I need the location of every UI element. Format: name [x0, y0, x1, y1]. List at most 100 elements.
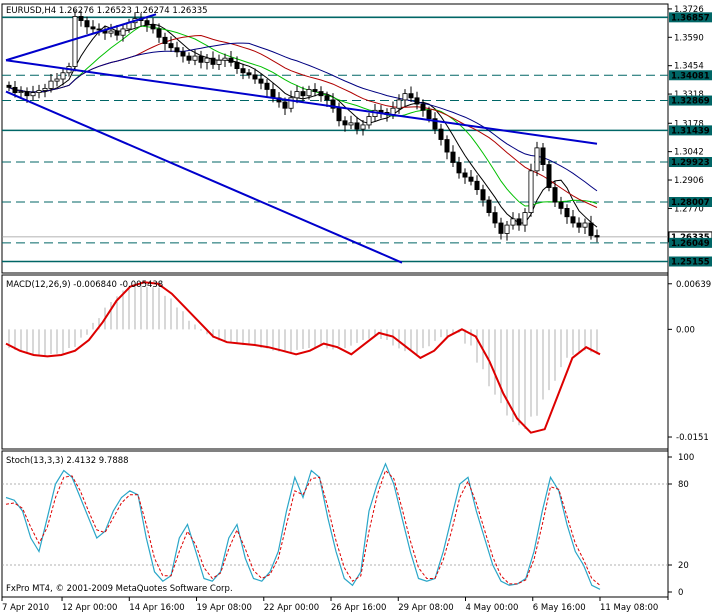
candle-body — [114, 30, 120, 36]
candle — [30, 85, 36, 101]
price-tag — [669, 196, 712, 207]
candle — [408, 86, 414, 102]
candle-body — [582, 222, 588, 228]
candle-body — [576, 222, 582, 228]
candle-body — [360, 124, 366, 130]
candle — [210, 51, 216, 69]
candle-body — [282, 101, 288, 109]
candle-body — [288, 97, 294, 109]
candle — [480, 184, 486, 207]
candle — [492, 206, 498, 228]
candle — [270, 82, 276, 103]
candle — [516, 213, 522, 231]
time-tick-label: 6 May 16:00 — [533, 603, 586, 613]
candle-body — [444, 139, 450, 153]
candle — [240, 63, 246, 80]
candle — [522, 208, 528, 232]
candle-body — [558, 201, 564, 209]
candle-body — [474, 180, 480, 191]
candle — [6, 81, 12, 92]
macd-tick-label: 0.00639 — [676, 280, 711, 290]
candle — [216, 54, 222, 71]
time-tick-label: 26 Apr 16:00 — [331, 603, 386, 613]
candle — [264, 79, 270, 97]
price-tag-label: 1.36857 — [671, 13, 710, 23]
price-tag-label: 1.28007 — [671, 198, 710, 208]
candle — [318, 86, 324, 102]
candle — [456, 156, 462, 179]
candle-body — [588, 222, 594, 236]
candle — [84, 16, 90, 35]
candle-body — [24, 91, 30, 97]
candle — [564, 204, 570, 224]
candle-body — [54, 78, 60, 82]
candle — [222, 53, 228, 68]
candle-body — [498, 222, 504, 234]
candle-body — [594, 235, 600, 238]
candle-body — [552, 187, 558, 203]
price-tag — [669, 157, 712, 168]
candle-body — [468, 176, 474, 182]
candle — [576, 217, 582, 233]
candle — [312, 83, 318, 97]
candle — [570, 209, 576, 228]
ma-mid-line — [8, 25, 598, 207]
price-tag-label: 1.29923 — [671, 158, 710, 168]
candle — [174, 41, 180, 58]
candle-body — [510, 218, 516, 226]
candle-body — [504, 224, 510, 234]
candle — [462, 168, 468, 184]
candle — [294, 85, 300, 104]
candle-body — [402, 93, 408, 101]
time-tick-label: 19 Apr 08:00 — [197, 603, 252, 613]
candle-body — [228, 57, 234, 63]
macd-panel-header: MACD(12,26,9) -0.006840 -0.005438 — [6, 280, 163, 290]
macd-tick-label: -0.0151 — [676, 433, 709, 443]
candle-body — [336, 107, 342, 122]
candle-body — [564, 208, 570, 218]
candle-body — [540, 147, 546, 165]
candle-body — [84, 20, 90, 28]
candle — [432, 112, 438, 134]
candle — [396, 94, 402, 114]
candle — [468, 169, 474, 186]
price-tick-label: 1.3726 — [674, 5, 704, 15]
candle — [114, 25, 120, 41]
time-tick-label: 12 Apr 00:00 — [62, 603, 117, 613]
price-tag — [669, 256, 712, 267]
candle — [540, 143, 546, 171]
candle — [78, 11, 84, 27]
candle-body — [414, 97, 420, 105]
candle-body — [204, 57, 210, 63]
candle — [144, 16, 150, 32]
candle — [582, 218, 588, 234]
ma-fast-line — [8, 23, 598, 228]
candle-body — [156, 28, 162, 38]
stoch-main-line — [5, 462, 601, 590]
candle-body — [78, 16, 84, 22]
candle-body — [306, 89, 312, 97]
trend-channel-line — [5, 90, 403, 264]
candle — [198, 50, 204, 69]
candle-body — [162, 36, 168, 44]
candle — [192, 49, 198, 66]
ma-slowest-line — [8, 42, 598, 192]
candle-body — [312, 89, 318, 92]
candle — [438, 123, 444, 146]
candle-body — [60, 72, 66, 80]
price-tick-label: 1.2770 — [674, 204, 704, 214]
candle — [330, 93, 336, 113]
price-tick-label: 1.2906 — [674, 176, 704, 186]
candle-body — [90, 26, 96, 30]
stoch-tick-label: 0 — [678, 588, 683, 598]
candle — [48, 73, 54, 93]
candle — [552, 181, 558, 208]
candle — [60, 67, 66, 86]
candle — [348, 115, 354, 130]
price-tag — [669, 125, 712, 136]
candle-body — [462, 172, 468, 178]
price-tag-label: 1.32869 — [671, 97, 710, 107]
candle — [414, 91, 420, 110]
